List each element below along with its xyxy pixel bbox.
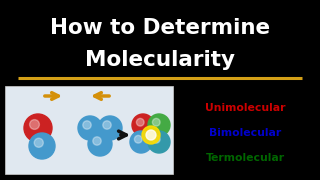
Text: Unimolecular: Unimolecular (205, 103, 285, 113)
Circle shape (134, 135, 142, 143)
Text: Molecularity: Molecularity (85, 50, 235, 70)
Circle shape (29, 120, 39, 129)
Circle shape (78, 116, 102, 140)
Circle shape (148, 114, 170, 136)
Text: How to Determine: How to Determine (50, 18, 270, 38)
Circle shape (88, 132, 112, 156)
Circle shape (24, 114, 52, 142)
Bar (5, 86, 173, 174)
Circle shape (152, 135, 160, 143)
Circle shape (34, 138, 43, 147)
Circle shape (98, 116, 122, 140)
Circle shape (83, 121, 91, 129)
Circle shape (103, 121, 111, 129)
Circle shape (29, 133, 55, 159)
Circle shape (152, 118, 160, 126)
Text: Termolecular: Termolecular (205, 153, 284, 163)
Circle shape (93, 137, 101, 145)
Circle shape (146, 130, 156, 140)
Circle shape (132, 114, 154, 136)
Text: Bimolecular: Bimolecular (209, 128, 281, 138)
Circle shape (130, 131, 152, 153)
Circle shape (136, 118, 144, 126)
Circle shape (142, 126, 160, 144)
Circle shape (148, 131, 170, 153)
